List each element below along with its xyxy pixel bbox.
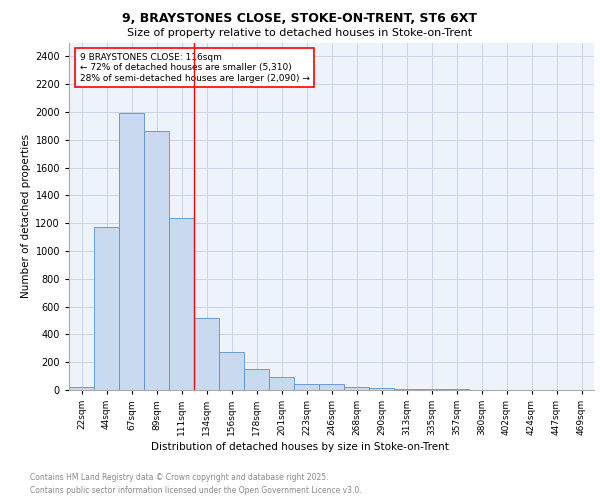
- Bar: [294, 384, 319, 390]
- Y-axis label: Number of detached properties: Number of detached properties: [21, 134, 31, 298]
- Text: 9 BRAYSTONES CLOSE: 116sqm
← 72% of detached houses are smaller (5,310)
28% of s: 9 BRAYSTONES CLOSE: 116sqm ← 72% of deta…: [79, 53, 310, 82]
- Bar: [69, 386, 94, 390]
- Bar: [319, 384, 344, 390]
- Bar: [194, 318, 219, 390]
- Bar: [219, 352, 244, 390]
- Text: Contains HM Land Registry data © Crown copyright and database right 2025.: Contains HM Land Registry data © Crown c…: [30, 472, 329, 482]
- Text: Distribution of detached houses by size in Stoke-on-Trent: Distribution of detached houses by size …: [151, 442, 449, 452]
- Text: Size of property relative to detached houses in Stoke-on-Trent: Size of property relative to detached ho…: [127, 28, 473, 38]
- Bar: [344, 387, 369, 390]
- Bar: [144, 132, 169, 390]
- Bar: [169, 218, 194, 390]
- Bar: [94, 228, 119, 390]
- Bar: [269, 378, 294, 390]
- Bar: [119, 114, 144, 390]
- Text: 9, BRAYSTONES CLOSE, STOKE-ON-TRENT, ST6 6XT: 9, BRAYSTONES CLOSE, STOKE-ON-TRENT, ST6…: [122, 12, 478, 26]
- Bar: [369, 388, 394, 390]
- Text: Contains public sector information licensed under the Open Government Licence v3: Contains public sector information licen…: [30, 486, 362, 495]
- Bar: [244, 369, 269, 390]
